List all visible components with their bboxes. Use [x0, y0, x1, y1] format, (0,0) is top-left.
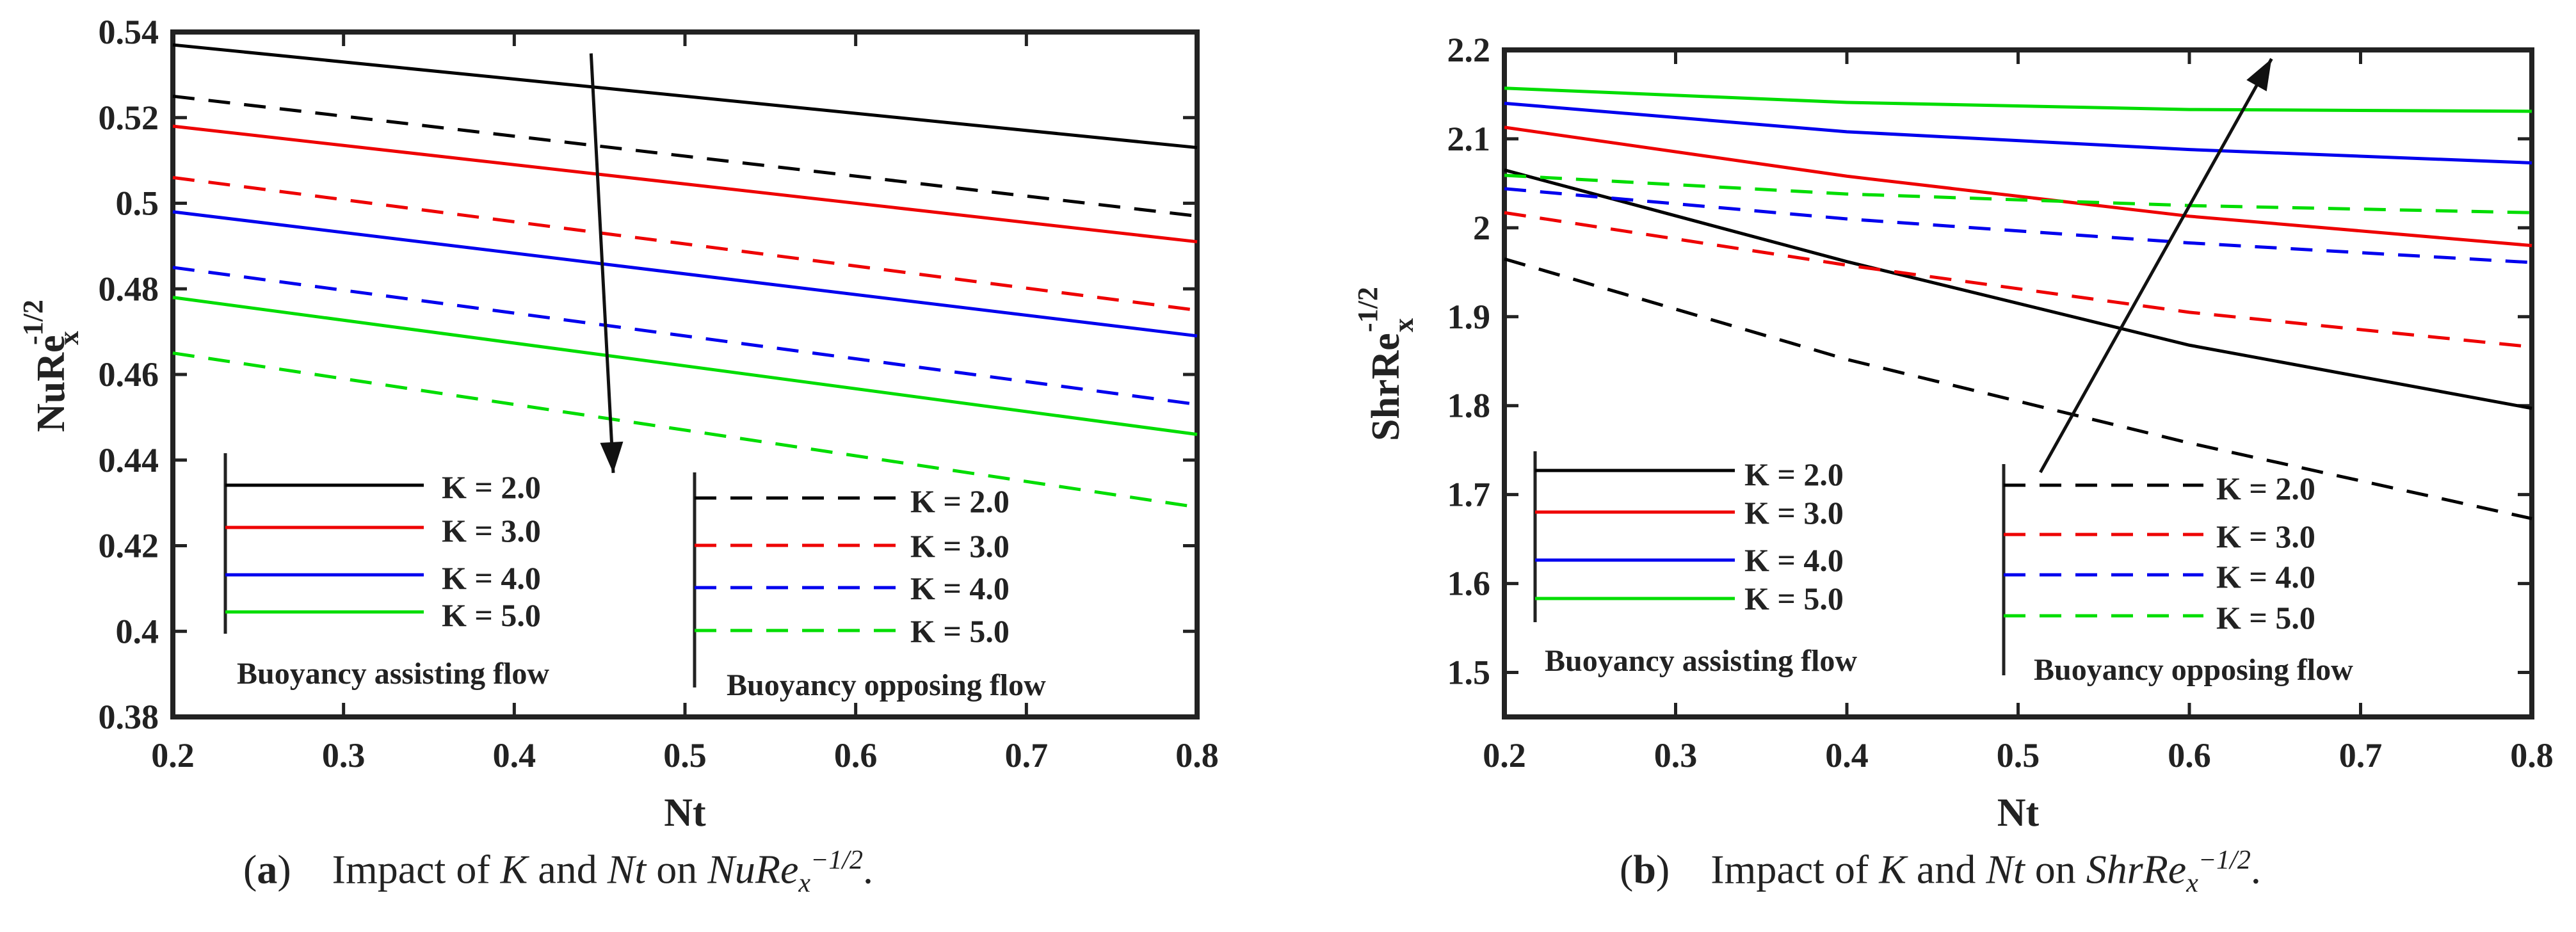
y-tick-label: 1.5: [1447, 654, 1491, 692]
y-tick-label: 0.54: [99, 13, 159, 51]
x-tick-label: 0.7: [2339, 736, 2383, 775]
legend-title-assisting: Buoyancy assisting flow: [237, 657, 549, 691]
legend-label-assisting: K = 4.0: [442, 560, 541, 596]
series-line-assisting-0: [172, 43, 1198, 150]
y-axis-label-sub: x: [1388, 318, 1419, 332]
y-tick-label: 1.9: [1447, 298, 1491, 336]
x-tick-label: 0.5: [663, 736, 707, 775]
y-tick-label: 0.42: [99, 527, 159, 565]
x-tick-label: 0.2: [151, 736, 195, 775]
legend-title-assisting: Buoyancy assisting flow: [1545, 644, 1857, 678]
x-tick-label: 0.6: [834, 736, 878, 775]
legend-label-assisting: K = 2.0: [1744, 456, 1844, 492]
plot-frame: [170, 29, 1200, 719]
x-axis-label: Nt: [1997, 791, 2040, 835]
legend-label-opposing: K = 3.0: [910, 528, 1010, 564]
x-tick-label: 0.6: [2168, 736, 2211, 775]
x-tick-label: 0.4: [1825, 736, 1869, 775]
y-tick-label: 1.8: [1447, 387, 1491, 425]
y-axis-label: NuRex -1/2: [17, 300, 85, 432]
y-axis-label-main: NuRe: [29, 335, 73, 432]
y-tick-label: 2.1: [1447, 120, 1491, 158]
y-tick-label: 0.52: [99, 99, 159, 137]
legend-label-assisting: K = 3.0: [442, 513, 541, 549]
y-tick-label: 2: [1473, 209, 1490, 247]
x-tick-label: 0.7: [1005, 736, 1049, 775]
x-axis-label: Nt: [664, 791, 706, 835]
legend-label-assisting: K = 5.0: [442, 597, 541, 633]
legend-label-opposing: K = 4.0: [2216, 559, 2315, 595]
y-tick-label: 1.7: [1447, 476, 1491, 514]
y-tick-label: 0.38: [99, 698, 159, 736]
legend-label-assisting: K = 4.0: [1744, 542, 1844, 578]
series-line-opposing-0: [1504, 257, 2532, 520]
series-line-opposing-0: [172, 94, 1198, 218]
series-line-assisting-2: [1504, 101, 2532, 165]
caption-a: (a) Impact of K and Nt on NuRex−1/2.: [243, 846, 874, 899]
trend-arrow-shaft: [2039, 58, 2273, 474]
x-tick-label: 0.3: [1654, 736, 1698, 775]
legend-label-opposing: K = 5.0: [2216, 600, 2315, 636]
series-line-assisting-0: [1504, 168, 2532, 410]
series-line-opposing-1: [1504, 211, 2532, 349]
y-axis-label-sub: x: [53, 331, 85, 345]
caption-b: (b) Impact of K and Nt on ShrRex−1/2.: [1620, 846, 2261, 899]
series-line-assisting-1: [1504, 125, 2532, 248]
x-tick-label: 0.3: [322, 736, 366, 775]
series-line-assisting-3: [1504, 86, 2532, 113]
legend-label-assisting: K = 3.0: [1744, 495, 1844, 531]
y-axis-label-main: ShrRe: [1364, 333, 1408, 441]
x-tick-label: 0.4: [493, 736, 536, 775]
y-tick-label: 1.6: [1447, 565, 1491, 603]
y-tick-label: 0.48: [99, 269, 159, 308]
series-line-opposing-3: [1504, 173, 2532, 214]
series-line-opposing-2: [1504, 187, 2532, 264]
legend-label-opposing: K = 4.0: [910, 570, 1010, 606]
legend-label-opposing: K = 2.0: [2216, 470, 2315, 506]
series-line-assisting-2: [172, 210, 1198, 338]
chart-panel-b: 0.2 0.3 0.4 0.5 0.6 0.7 0.8 1.5 1.6 1.7 1.8 1.9 2 2.1…: [1352, 31, 2554, 835]
series-line-assisting-1: [172, 124, 1198, 244]
y-axis-label-sup: -1/2: [17, 300, 49, 345]
y-axis-label: ShrRex -1/2: [1352, 287, 1419, 441]
series-line-opposing-1: [172, 175, 1198, 312]
legend-title-opposing: Buoyancy opposing flow: [727, 668, 1046, 702]
x-tick-label: 0.2: [1483, 736, 1526, 775]
x-tick-label: 0.8: [2510, 736, 2554, 775]
y-tick-label: 2.2: [1447, 31, 1491, 69]
series-line-opposing-3: [172, 351, 1198, 509]
trend-arrow-head: [600, 441, 624, 473]
y-tick-label: 0.5: [116, 184, 159, 223]
chart-panel-a: 0.2 0.3 0.4 0.5 0.6 0.7 0.8 0.38 0.4 0.42 0.44 0.46…: [17, 13, 1219, 835]
legend-title-opposing: Buoyancy opposing flow: [2034, 653, 2353, 687]
x-tick-label: 0.8: [1175, 736, 1219, 775]
y-axis-label-sup: -1/2: [1352, 287, 1383, 332]
legend-label-opposing: K = 2.0: [910, 483, 1010, 519]
legend-label-opposing: K = 3.0: [2216, 518, 2315, 554]
series-line-assisting-3: [172, 296, 1198, 437]
legend-label-assisting: K = 5.0: [1744, 581, 1844, 616]
legend-label-opposing: K = 5.0: [910, 613, 1010, 649]
series-line-opposing-2: [172, 266, 1198, 406]
y-tick-label: 0.44: [99, 441, 159, 479]
y-tick-label: 0.46: [99, 355, 159, 394]
trend-arrow-shaft: [589, 53, 615, 473]
y-tick-label: 0.4: [116, 612, 159, 650]
legend-label-assisting: K = 2.0: [442, 469, 541, 505]
x-tick-label: 0.5: [1997, 736, 2040, 775]
trend-arrow-head: [2246, 58, 2272, 92]
